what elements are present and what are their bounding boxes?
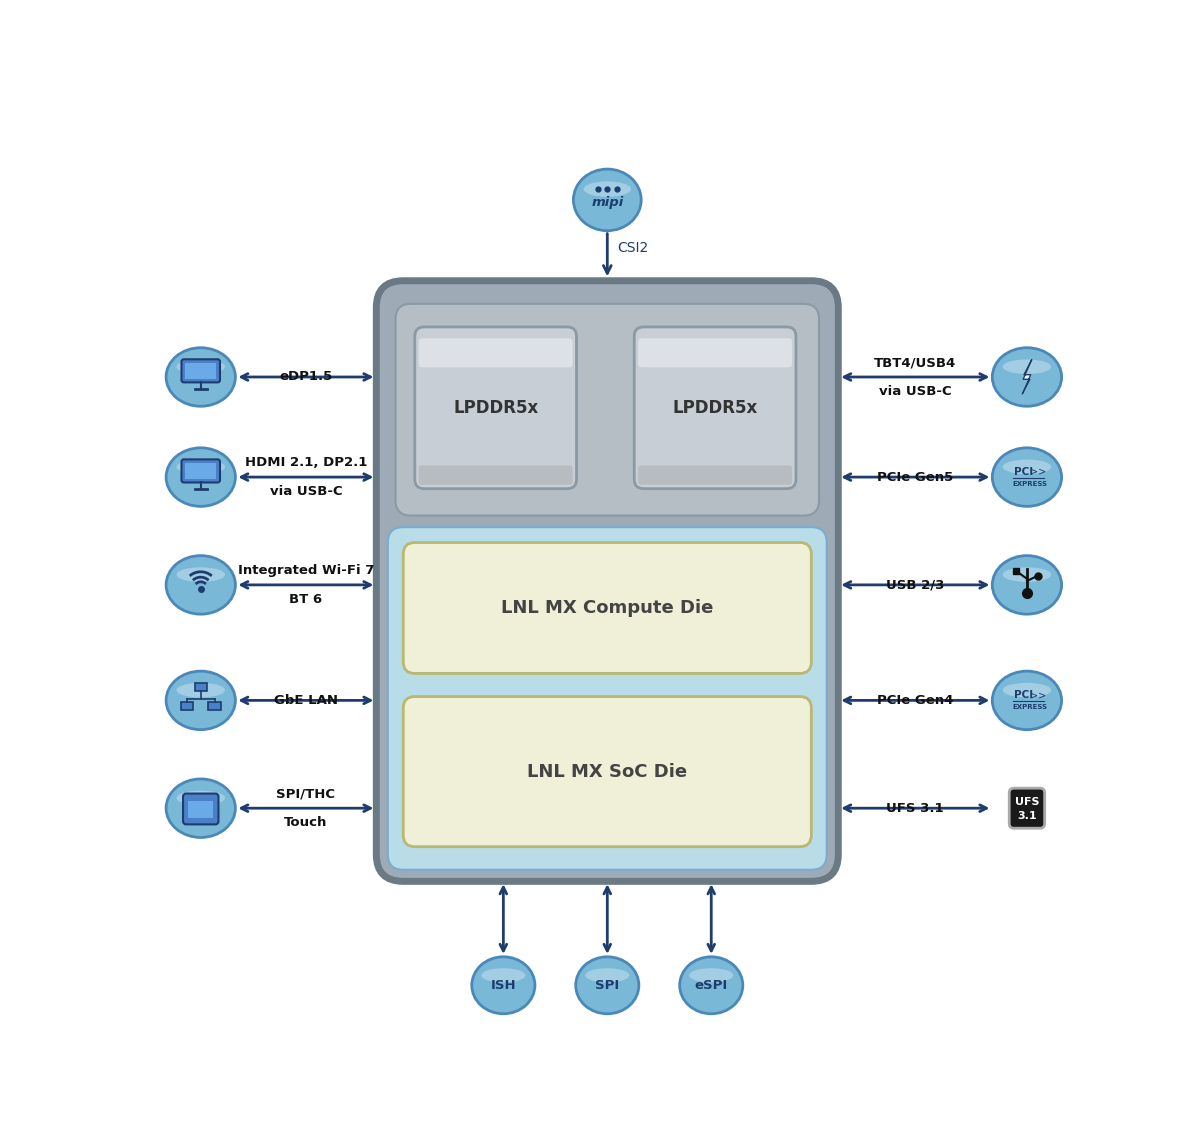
Ellipse shape — [166, 556, 235, 614]
Text: Touch: Touch — [284, 816, 328, 829]
Text: >>: >> — [1030, 690, 1046, 700]
Ellipse shape — [472, 957, 535, 1014]
FancyBboxPatch shape — [185, 463, 216, 479]
FancyBboxPatch shape — [185, 363, 216, 378]
Ellipse shape — [574, 170, 641, 230]
FancyBboxPatch shape — [396, 304, 820, 516]
FancyBboxPatch shape — [181, 702, 193, 709]
FancyBboxPatch shape — [635, 327, 796, 488]
Text: LNL MX Compute Die: LNL MX Compute Die — [502, 599, 714, 617]
FancyBboxPatch shape — [638, 338, 792, 368]
Ellipse shape — [1003, 360, 1051, 374]
Ellipse shape — [992, 448, 1062, 507]
Ellipse shape — [689, 968, 733, 982]
Text: PCIe Gen4: PCIe Gen4 — [877, 693, 954, 707]
FancyBboxPatch shape — [403, 542, 811, 674]
FancyBboxPatch shape — [194, 683, 206, 691]
Ellipse shape — [176, 683, 224, 698]
Text: eDP1.5: eDP1.5 — [280, 370, 332, 384]
FancyBboxPatch shape — [377, 281, 839, 881]
Text: EXPRESS: EXPRESS — [1013, 481, 1048, 487]
Text: >>: >> — [1030, 466, 1046, 477]
Ellipse shape — [176, 791, 224, 806]
Text: CSI2: CSI2 — [617, 241, 648, 256]
Text: TBT4/USB4: TBT4/USB4 — [874, 356, 956, 369]
Ellipse shape — [583, 181, 631, 197]
FancyBboxPatch shape — [419, 338, 572, 368]
Text: ISH: ISH — [491, 979, 516, 991]
FancyBboxPatch shape — [388, 527, 827, 870]
Ellipse shape — [1003, 567, 1051, 582]
FancyBboxPatch shape — [1009, 788, 1045, 829]
FancyBboxPatch shape — [181, 360, 220, 383]
FancyBboxPatch shape — [184, 793, 218, 824]
Ellipse shape — [166, 448, 235, 507]
Text: LNL MX SoC Die: LNL MX SoC Die — [527, 762, 688, 780]
Ellipse shape — [586, 968, 629, 982]
Ellipse shape — [166, 779, 235, 838]
Text: HDMI 2.1, DP2.1: HDMI 2.1, DP2.1 — [245, 456, 367, 470]
Text: via USB-C: via USB-C — [270, 485, 342, 497]
Ellipse shape — [176, 567, 224, 582]
FancyBboxPatch shape — [181, 460, 220, 482]
FancyBboxPatch shape — [415, 327, 576, 488]
Ellipse shape — [576, 957, 638, 1014]
Ellipse shape — [1003, 460, 1051, 474]
Text: EXPRESS: EXPRESS — [1013, 705, 1048, 711]
FancyBboxPatch shape — [403, 697, 811, 847]
FancyBboxPatch shape — [188, 801, 214, 818]
Polygon shape — [1022, 360, 1032, 394]
Ellipse shape — [992, 347, 1062, 406]
Ellipse shape — [1003, 683, 1051, 698]
Ellipse shape — [992, 556, 1062, 614]
Ellipse shape — [176, 460, 224, 474]
Text: via USB-C: via USB-C — [878, 385, 952, 398]
FancyBboxPatch shape — [419, 465, 572, 485]
Text: 3.1: 3.1 — [1018, 811, 1037, 821]
Ellipse shape — [481, 968, 526, 982]
Ellipse shape — [166, 672, 235, 730]
Ellipse shape — [166, 347, 235, 406]
Ellipse shape — [679, 957, 743, 1014]
FancyBboxPatch shape — [209, 702, 221, 709]
Text: mipi: mipi — [592, 196, 624, 210]
FancyBboxPatch shape — [638, 465, 792, 485]
Text: USB 2/3: USB 2/3 — [886, 579, 944, 591]
Text: PCIe Gen5: PCIe Gen5 — [877, 471, 954, 484]
Text: LPDDR5x: LPDDR5x — [454, 399, 539, 417]
Text: PCI: PCI — [1014, 466, 1033, 477]
Text: BT 6: BT 6 — [289, 592, 323, 605]
Text: UFS: UFS — [1015, 796, 1039, 807]
Text: eSPI: eSPI — [695, 979, 728, 991]
Ellipse shape — [992, 672, 1062, 730]
Text: GbE LAN: GbE LAN — [274, 693, 338, 707]
Text: UFS 3.1: UFS 3.1 — [887, 802, 944, 815]
Text: LPDDR5x: LPDDR5x — [672, 399, 757, 417]
Text: SPI: SPI — [595, 979, 619, 991]
Text: Integrated Wi-Fi 7: Integrated Wi-Fi 7 — [238, 564, 374, 578]
Ellipse shape — [176, 360, 224, 374]
Text: PCI: PCI — [1014, 690, 1033, 700]
Text: SPI/THC: SPI/THC — [276, 787, 335, 801]
